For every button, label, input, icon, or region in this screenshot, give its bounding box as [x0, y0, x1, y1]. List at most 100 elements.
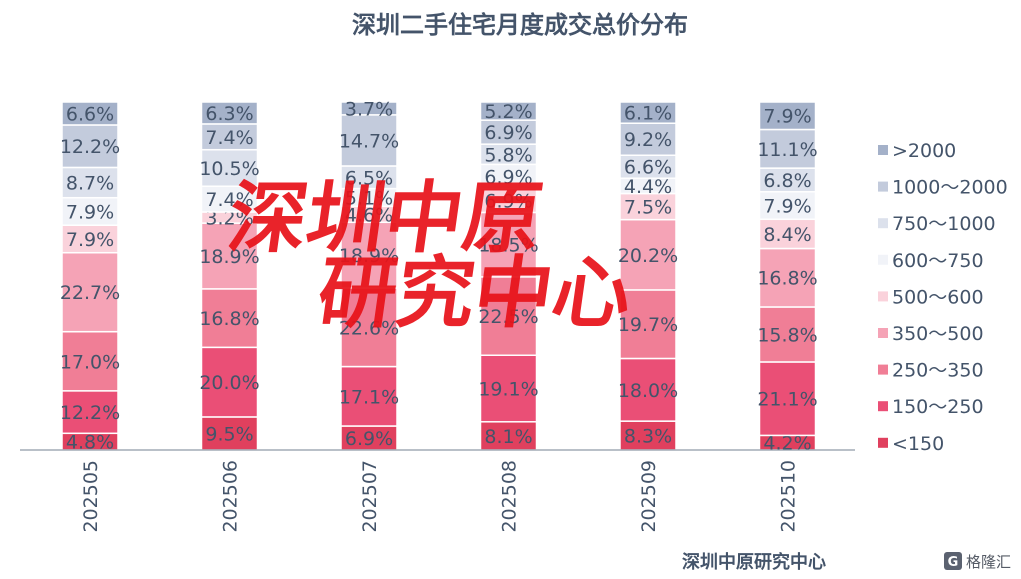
bar-segment-202510-8	[758, 101, 817, 131]
x-tick-202507: 202507	[359, 460, 381, 533]
bar-segment-202509-1	[619, 357, 677, 422]
bar-segment-202509-0	[619, 420, 677, 451]
data-label-202507-1: 17.1%	[339, 386, 399, 408]
data-label-202509-5: 4.4%	[624, 176, 672, 198]
data-label-202508-4: 6.9%	[484, 190, 532, 212]
logo: G 格隆汇	[944, 552, 1011, 571]
data-label-202506-7: 7.4%	[205, 127, 253, 149]
legend-label-2: 750～1000	[892, 213, 996, 235]
data-label-202508-5: 6.9%	[484, 166, 532, 188]
bar-segment-202506-3	[200, 222, 259, 290]
data-label-202507-3: 18.9%	[339, 245, 399, 267]
bar-segment-202508-5	[479, 163, 538, 190]
bar-segment-202505-2	[61, 330, 119, 392]
logo-mark-letter: G	[948, 555, 959, 570]
data-label-202510-8: 7.9%	[763, 106, 811, 128]
data-label-202510-2: 15.8%	[757, 324, 817, 346]
legend-swatch-8	[878, 437, 888, 448]
data-label-202510-5: 7.9%	[763, 196, 811, 218]
x-tick-202505: 202505	[80, 460, 102, 533]
bar-segment-202507-8	[340, 101, 398, 116]
data-label-202506-4: 3.2%	[205, 208, 253, 230]
data-label-202507-2: 22.6%	[339, 317, 399, 339]
data-label-202509-7: 9.2%	[624, 129, 672, 151]
x-tick-202508: 202508	[499, 460, 521, 533]
bar-segment-202506-1	[200, 346, 259, 418]
bar-segment-202505-5	[61, 196, 119, 226]
data-label-202505-4: 7.9%	[66, 229, 114, 251]
data-label-202509-1: 18.0%	[618, 380, 678, 402]
data-label-202509-6: 6.6%	[624, 157, 672, 179]
data-label-202509-2: 19.7%	[618, 314, 678, 336]
data-label-202506-5: 7.4%	[205, 189, 253, 211]
bar-segment-202509-7	[619, 122, 677, 156]
data-label-202507-6: 6.5%	[345, 167, 393, 189]
watermark-line-2: 研究中心	[312, 248, 637, 339]
data-label-202506-3: 18.9%	[199, 246, 259, 268]
legend-swatch-4	[878, 291, 888, 302]
legend-swatch-0	[878, 145, 888, 155]
data-label-202508-2: 22.5%	[478, 306, 538, 328]
data-label-202506-2: 16.8%	[199, 308, 259, 330]
legend-label-8: <150	[892, 433, 944, 455]
bar-segment-202509-2	[619, 289, 677, 360]
chart-title: 深圳二手住宅月度成交总价分布	[352, 11, 688, 39]
legend-label-5: 350～500	[892, 323, 984, 345]
bar-segment-202508-3	[479, 211, 538, 278]
data-label-202505-7: 12.2%	[60, 136, 120, 158]
bar-segment-202505-6	[61, 166, 119, 199]
x-tick-202506: 202506	[220, 460, 242, 533]
legend-swatch-2	[878, 218, 888, 229]
bar-segment-202508-7	[479, 119, 538, 145]
bar-segment-202510-3	[758, 247, 817, 308]
x-tick-202509: 202509	[638, 460, 660, 533]
data-label-202505-0: 4.8%	[66, 432, 114, 454]
data-label-202507-4: 4.6%	[345, 204, 393, 226]
bar-segment-202506-5	[200, 185, 259, 213]
bar-segment-202506-6	[200, 148, 259, 187]
legend-swatch-3	[878, 254, 888, 265]
bar-segment-202508-8	[479, 101, 538, 121]
legend-swatch-1	[878, 181, 888, 192]
data-label-202507-0: 6.9%	[345, 428, 393, 450]
x-tick-202510: 202510	[778, 460, 800, 533]
legend-label-6: 250～350	[892, 360, 984, 382]
legend-label-0: >2000	[892, 140, 956, 162]
data-label-202506-1: 20.0%	[199, 372, 259, 394]
data-label-202506-0: 9.5%	[205, 423, 253, 445]
data-label-202506-8: 6.3%	[205, 103, 253, 125]
source-note: 深圳中原研究中心	[682, 551, 826, 573]
data-label-202508-8: 5.2%	[484, 101, 532, 123]
legend-label-1: 1000～2000	[892, 177, 1008, 199]
bar-segment-202505-4	[61, 224, 119, 254]
data-label-202510-4: 8.4%	[763, 224, 811, 246]
data-label-202508-3: 18.5%	[478, 235, 538, 257]
data-label-202506-6: 10.5%	[199, 158, 259, 180]
bar-segment-202506-7	[200, 123, 259, 151]
data-label-202508-6: 5.8%	[484, 144, 532, 166]
data-label-202505-1: 12.2%	[60, 402, 120, 424]
data-label-202505-2: 17.0%	[60, 351, 120, 373]
bar-segment-202506-8	[200, 101, 259, 125]
watermark-line-1: 深圳中原	[223, 173, 548, 264]
data-label-202509-4: 7.5%	[624, 197, 672, 219]
bar-segment-202510-1	[758, 361, 817, 437]
data-label-202508-0: 8.1%	[484, 426, 532, 448]
bar-segment-202509-3	[619, 218, 677, 291]
logo-mark-icon	[944, 552, 962, 570]
data-label-202507-5: 5.1%	[345, 187, 393, 209]
bars-layer: 4.8% 12.2% 17.0% 22.7% 7.9% 7.9% 8.7% 12.2% 6.6%…	[60, 98, 818, 454]
legend-swatch-7	[878, 401, 888, 412]
data-label-202507-8: 3.7%	[345, 98, 393, 120]
logo-text: 格隆汇	[966, 553, 1011, 571]
data-label-202505-3: 22.7%	[60, 282, 120, 304]
bar-segment-202510-4	[758, 218, 817, 250]
bar-segment-202507-2	[340, 287, 398, 368]
legend-label-4: 500～600	[892, 286, 984, 308]
bar-segment-202506-2	[200, 288, 259, 349]
watermark: 深圳中原 研究中心	[223, 173, 637, 339]
x-axis-ticks: 202505 202506 202507 202508 202509 202510	[80, 460, 800, 533]
bar-segment-202509-8	[619, 101, 677, 124]
bar-segment-202505-8	[61, 101, 119, 126]
